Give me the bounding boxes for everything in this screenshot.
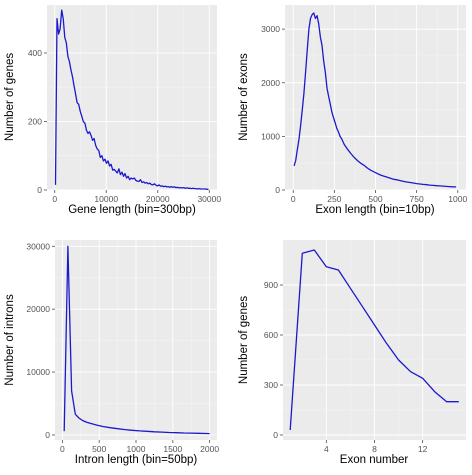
- y-tick-label: 30000: [26, 241, 50, 251]
- y-tick-label: 900: [264, 280, 278, 290]
- x-tick-label: 0: [291, 194, 296, 204]
- y-axis-title: Number of genes: [238, 296, 250, 384]
- panel-exon-length: 0 250 500 750 1000 0 1000 2000 3000 Exon length …: [238, 5, 467, 216]
- x-tick-label: 2000: [200, 444, 219, 454]
- x-tick-label: 20000: [146, 194, 170, 204]
- y-tick-label: 600: [264, 330, 278, 340]
- exon-number-line: [289, 249, 459, 431]
- x-tick-label: 1000: [127, 444, 146, 454]
- gridlines: [47, 5, 217, 191]
- y-tick-label: 1000: [261, 131, 280, 141]
- gridlines: [283, 240, 466, 440]
- x-tick-label: 750: [410, 194, 424, 204]
- y-tick-label: 300: [264, 380, 278, 390]
- x-tick-label: 8: [372, 444, 377, 454]
- x-tick-label: 0: [60, 444, 65, 454]
- intron-length-line: [63, 245, 210, 435]
- y-tick-label: 200: [28, 116, 42, 126]
- x-axis-title: Exon length (bin=10bp): [315, 204, 434, 216]
- x-tick-label: 4: [324, 444, 329, 454]
- x-tick-label: 1500: [163, 444, 182, 454]
- y-tick-label: 0: [273, 430, 278, 440]
- y-tick-label: 400: [28, 48, 42, 58]
- y-tick-label: 0: [45, 430, 50, 440]
- x-tick-label: 10000: [94, 194, 118, 204]
- axis-ticks: 0 10000 20000 30000 0 200 400: [28, 48, 222, 204]
- y-tick-label: 20000: [26, 304, 50, 314]
- x-tick-label: 500: [368, 194, 382, 204]
- y-axis-title: Number of genes: [4, 53, 16, 141]
- y-tick-label: 0: [37, 185, 42, 195]
- x-tick-label: 0: [52, 194, 57, 204]
- axis-ticks: 4 8 12 0 300 600 900: [264, 280, 428, 454]
- gene-length-line: [54, 9, 209, 190]
- x-axis-title: Intron length (bin=50bp): [75, 454, 198, 466]
- y-tick-label: 2000: [261, 78, 280, 88]
- exon-length-line: [293, 12, 457, 188]
- x-tick-label: 12: [418, 444, 428, 454]
- x-axis-title: Gene length (bin=300bp): [68, 204, 196, 216]
- panel-gene-length: 0 10000 20000 30000 0 200 400 Gene length (bin…: [4, 5, 221, 216]
- x-axis-title: Exon number: [340, 454, 409, 466]
- x-tick-label: 250: [327, 194, 341, 204]
- y-axis-title: Number of introns: [4, 294, 16, 386]
- x-tick-label: 30000: [197, 194, 221, 204]
- gridlines: [55, 240, 217, 440]
- panel-exon-number: 4 8 12 0 300 600 900 Exon number Number of gen…: [238, 240, 466, 466]
- x-tick-label: 1000: [448, 194, 467, 204]
- axis-ticks: 0 250 500 750 1000 0 1000 2000 3000: [261, 24, 467, 204]
- y-axis-title: Number of exons: [238, 53, 250, 141]
- y-tick-label: 10000: [26, 367, 50, 377]
- y-tick-label: 0: [275, 185, 280, 195]
- x-tick-label: 500: [92, 444, 106, 454]
- y-tick-label: 3000: [261, 24, 280, 34]
